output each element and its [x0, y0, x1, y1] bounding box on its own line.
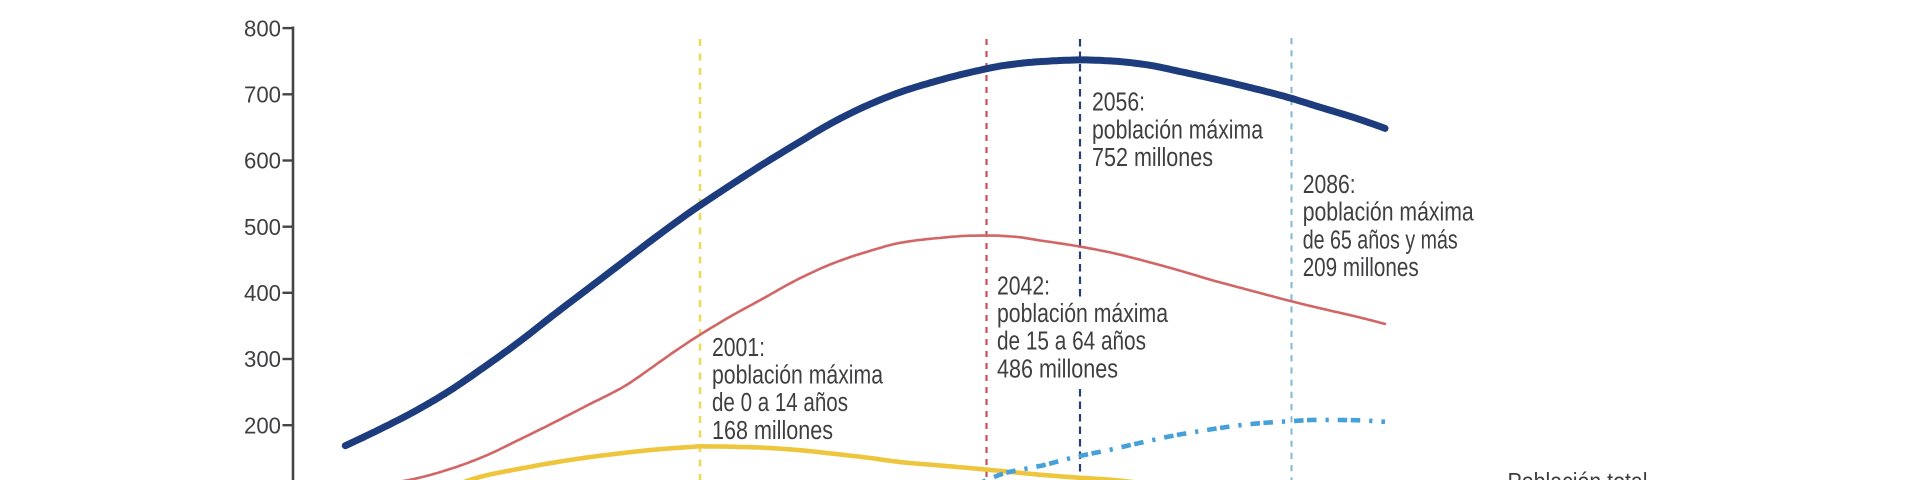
- svg-text:500: 500: [244, 214, 281, 240]
- svg-text:población máxima: población máxima: [712, 362, 884, 390]
- svg-text:200: 200: [244, 412, 281, 438]
- svg-text:de 65 años y más: de 65 años y más: [1303, 226, 1458, 254]
- svg-text:población máxima: población máxima: [1092, 116, 1264, 144]
- svg-text:2056:: 2056:: [1092, 89, 1145, 117]
- svg-text:486 millones: 486 millones: [997, 355, 1118, 383]
- svg-text:2001:: 2001:: [712, 334, 765, 362]
- svg-text:de 0 a 14 años: de 0 a 14 años: [712, 389, 848, 417]
- svg-text:población máxima: población máxima: [1303, 199, 1475, 227]
- svg-text:600: 600: [244, 148, 281, 174]
- svg-text:300: 300: [244, 346, 281, 372]
- svg-text:209 millones: 209 millones: [1303, 254, 1419, 282]
- svg-text:400: 400: [244, 280, 281, 306]
- svg-text:población máxima: población máxima: [997, 300, 1169, 328]
- svg-text:2042:: 2042:: [997, 273, 1050, 301]
- svg-text:700: 700: [244, 82, 281, 108]
- svg-text:de 15 a 64 años: de 15 a 64 años: [997, 328, 1146, 356]
- svg-text:Población total: Población total: [1508, 469, 1648, 480]
- svg-text:2086:: 2086:: [1303, 171, 1356, 199]
- svg-text:800: 800: [244, 15, 281, 41]
- svg-text:752 millones: 752 millones: [1092, 144, 1213, 172]
- svg-text:168 millones: 168 millones: [712, 417, 833, 445]
